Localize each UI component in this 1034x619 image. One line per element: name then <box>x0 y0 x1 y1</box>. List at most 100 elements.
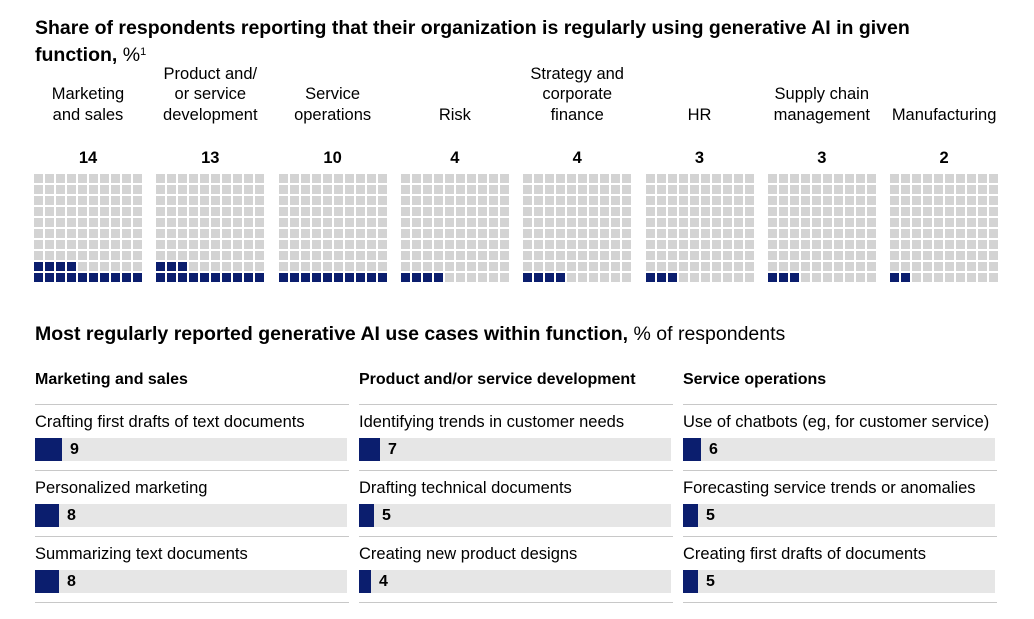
waffle-cell <box>366 174 376 183</box>
waffle-cell <box>499 207 509 216</box>
waffle-cell-filled <box>89 273 98 282</box>
waffle-cell <box>722 174 732 183</box>
waffle-cell <box>322 262 332 271</box>
waffle-cell <box>111 229 120 238</box>
waffle-cell <box>778 185 788 194</box>
waffle-cell <box>567 174 577 183</box>
waffle-cell <box>744 273 754 282</box>
bar <box>359 438 380 461</box>
waffle-cell <box>611 196 621 205</box>
waffle-cell <box>523 185 533 194</box>
waffle-cell <box>411 185 421 194</box>
waffle-cell <box>822 185 832 194</box>
waffle-cell <box>833 229 843 238</box>
waffle-cell <box>822 229 832 238</box>
waffle-cell <box>956 218 966 227</box>
waffle-cell <box>956 273 966 282</box>
waffle-cell <box>377 229 387 238</box>
waffle-cell <box>744 196 754 205</box>
waffle-cell <box>744 207 754 216</box>
waffle-cell-filled <box>890 273 900 282</box>
waffle-cell <box>833 273 843 282</box>
waffle-cell <box>222 251 232 260</box>
waffle-cell <box>656 196 666 205</box>
waffle-cell <box>923 251 933 260</box>
waffle-cell <box>967 262 977 271</box>
waffle-cell <box>56 196 65 205</box>
waffle-cell <box>945 185 955 194</box>
waffle-cell <box>466 251 476 260</box>
waffle-cell <box>578 174 588 183</box>
waffle-cell <box>866 251 876 260</box>
waffle-cell <box>444 185 454 194</box>
waffle-cell <box>956 174 966 183</box>
waffle-cell <box>722 273 732 282</box>
waffle-cell <box>355 240 365 249</box>
waffle-cell <box>322 229 332 238</box>
waffle-cell <box>122 185 131 194</box>
waffle-cell <box>711 174 721 183</box>
waffle-cell <box>422 196 432 205</box>
waffle-cell <box>156 218 166 227</box>
waffle-cell <box>222 196 232 205</box>
waffle-cell <box>78 262 87 271</box>
waffle-cell <box>589 273 599 282</box>
waffle-cell <box>567 185 577 194</box>
bar-value-label: 5 <box>706 507 715 524</box>
panel-heading: Service operations <box>683 370 997 405</box>
bar-track: 6 <box>683 438 995 461</box>
waffle-cell <box>355 262 365 271</box>
waffle-cell <box>778 229 788 238</box>
waffle-cell <box>678 185 688 194</box>
waffle-cell <box>689 273 699 282</box>
waffle-cell <box>100 207 109 216</box>
waffle-cell <box>855 251 865 260</box>
waffle-cell <box>411 240 421 249</box>
waffle-cell <box>844 218 854 227</box>
waffle-cell <box>744 229 754 238</box>
waffle-cell-filled <box>289 273 299 282</box>
waffle-cell <box>934 229 944 238</box>
waffle-cell <box>912 251 922 260</box>
waffle-cell <box>689 185 699 194</box>
waffle-cell <box>523 262 533 271</box>
waffle-cell <box>800 273 810 282</box>
waffle-cell <box>499 185 509 194</box>
waffle-cell <box>822 174 832 183</box>
waffle-cell <box>189 196 199 205</box>
waffle-cell <box>111 185 120 194</box>
waffle-cell <box>244 196 254 205</box>
waffle-cell <box>567 240 577 249</box>
waffle-cell <box>789 218 799 227</box>
waffle-cell <box>989 251 999 260</box>
waffle-cell <box>344 174 354 183</box>
waffle-cell-filled <box>189 273 199 282</box>
waffle-cell <box>222 262 232 271</box>
waffle-cell <box>545 207 555 216</box>
waffle-cell <box>477 196 487 205</box>
waffle-cell <box>466 262 476 271</box>
waffle-cell <box>744 218 754 227</box>
waffle-cell <box>466 207 476 216</box>
waffle-cell <box>411 196 421 205</box>
waffle-cell <box>278 229 288 238</box>
waffle-cell <box>711 251 721 260</box>
waffle-cell <box>833 196 843 205</box>
function-value: 3 <box>694 149 705 167</box>
waffle-cell <box>233 196 243 205</box>
waffle-cell <box>466 229 476 238</box>
waffle-cell <box>45 207 54 216</box>
waffle-cell <box>545 262 555 271</box>
waffle-cell <box>200 240 210 249</box>
waffle-cell <box>233 174 243 183</box>
waffle-cell <box>488 229 498 238</box>
waffle-cell <box>455 273 465 282</box>
waffle-cell <box>477 229 487 238</box>
waffle-cell <box>233 218 243 227</box>
waffle-cell <box>156 229 166 238</box>
waffle-cell <box>866 229 876 238</box>
bar <box>35 438 62 461</box>
waffle-cell <box>978 218 988 227</box>
function-label: Service operations <box>294 85 372 124</box>
waffle-grid <box>34 174 142 282</box>
